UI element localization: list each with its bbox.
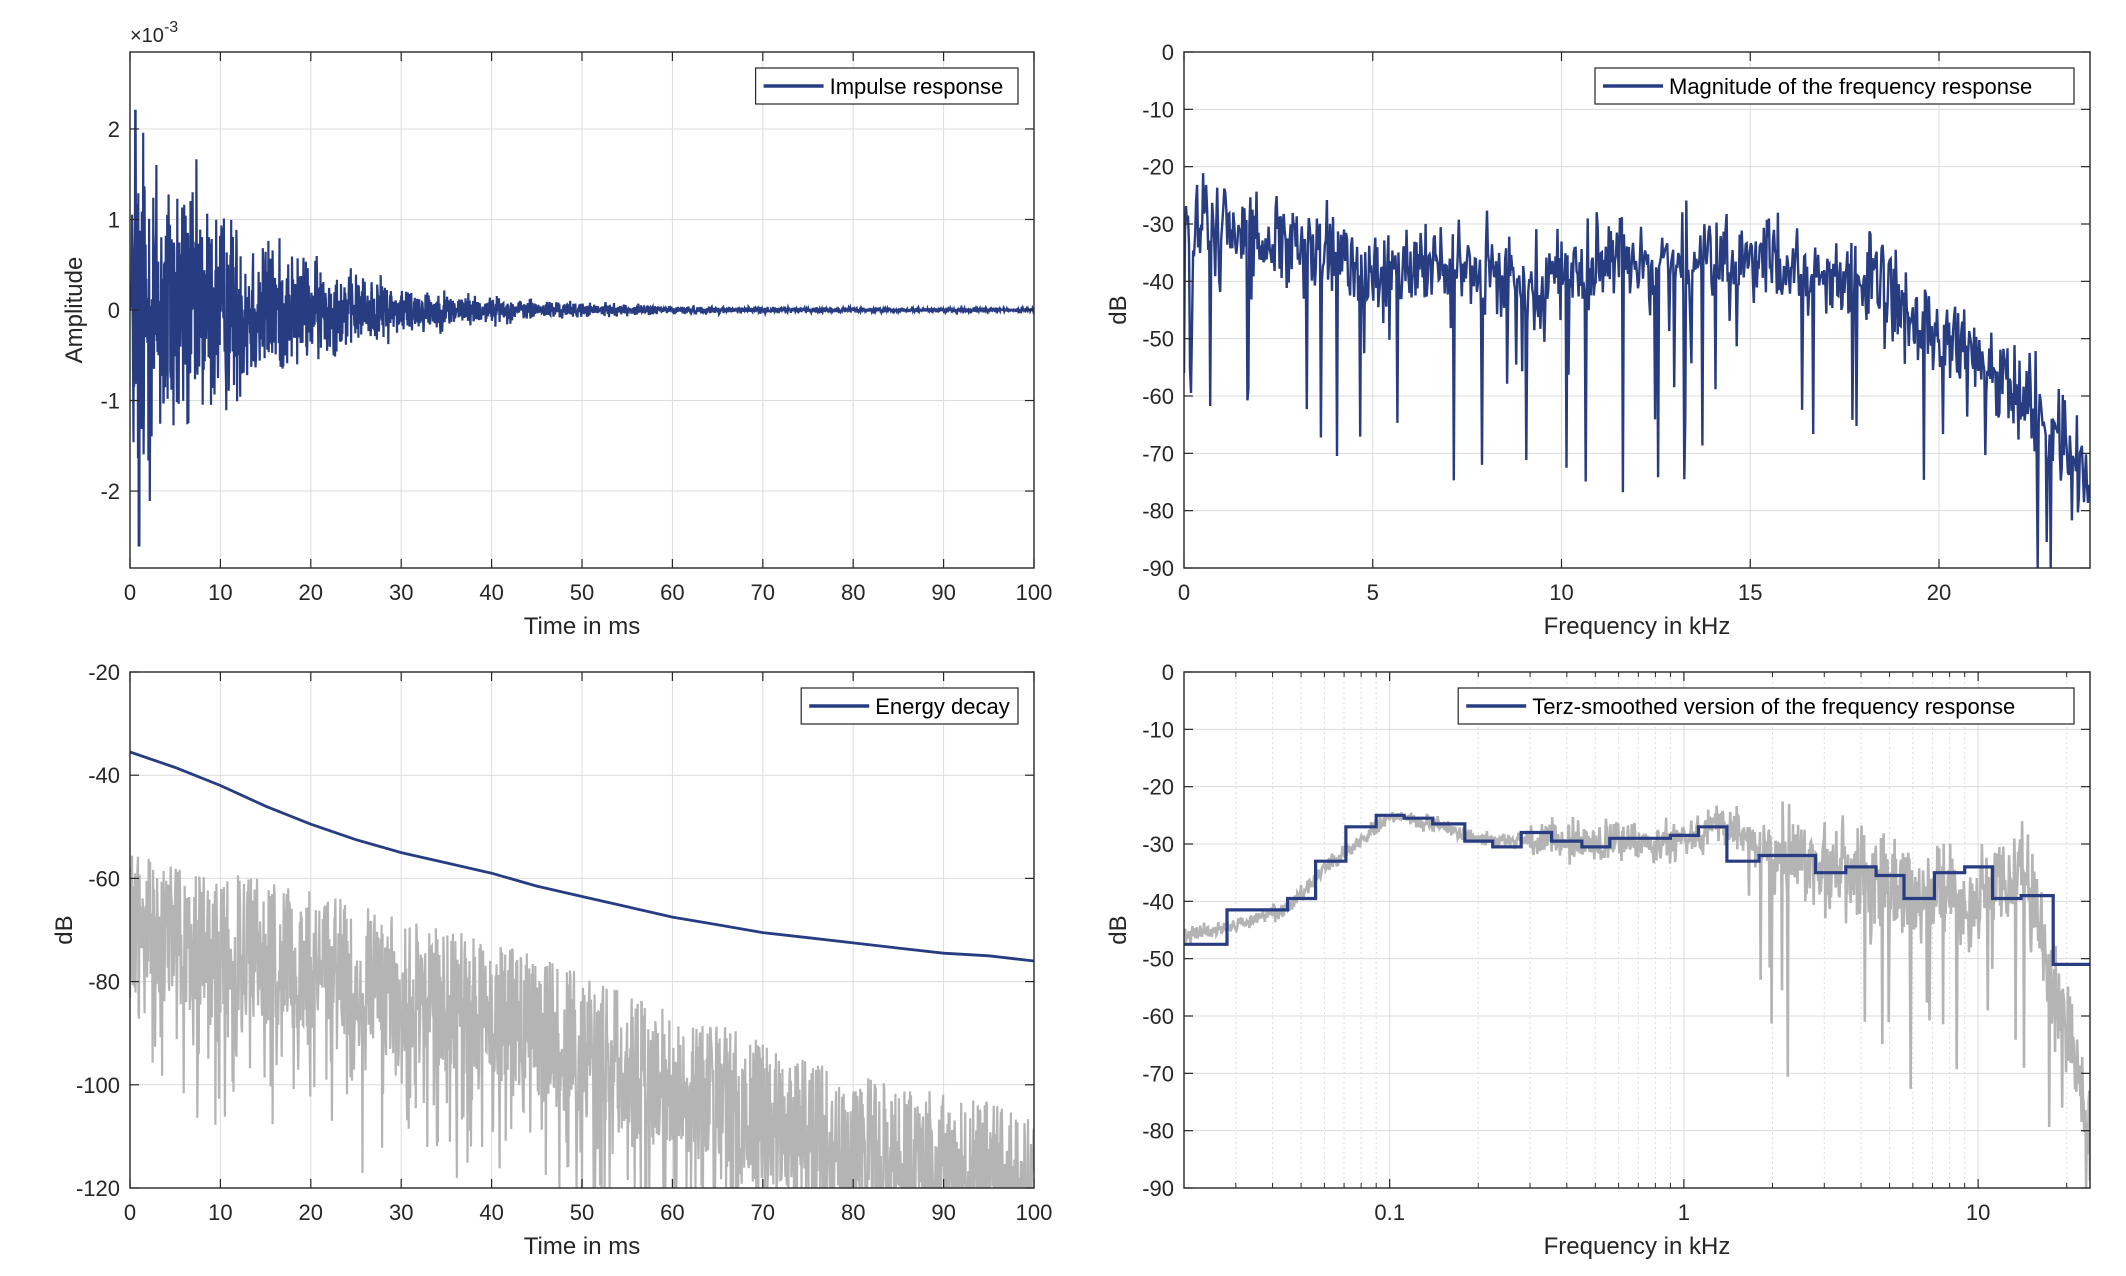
y-axis-label: dB <box>1105 295 1132 324</box>
magnitude-line <box>1184 173 2090 568</box>
y-tick-label: -20 <box>88 660 120 685</box>
axes-impulse: 0 10 20 30 40 50 60 70 80 90 100 -2 -1 0 1 2 Time in ms A… <box>61 19 1052 640</box>
axes-terz: 0.1 1 10 0 -10 -20 -30 -40 -50 -60 -70 -80 -90 Freque… <box>1105 660 2091 1260</box>
energy-gray-line <box>130 855 1034 1188</box>
x-tick-label: 1 <box>1678 1200 1690 1225</box>
x-tick-label: 80 <box>841 1200 865 1225</box>
y-tick-label: -90 <box>1142 556 1174 581</box>
x-tick-label: 60 <box>660 1200 684 1225</box>
x-axis-label: Frequency in kHz <box>1544 1233 1731 1260</box>
x-tick-label: 20 <box>1927 580 1951 605</box>
x-tick-label: 0.1 <box>1374 1200 1405 1225</box>
y-axis-label: dB <box>51 915 78 944</box>
energy-decay-line <box>130 750 1034 963</box>
x-tick-label: 0 <box>1178 580 1190 605</box>
x-tick-label: 5 <box>1367 580 1379 605</box>
x-tick-label: 90 <box>931 580 955 605</box>
legend-energy: Energy decay <box>800 687 1019 725</box>
x-tick-label: 40 <box>479 1200 503 1225</box>
y-axis-label: dB <box>1105 915 1132 944</box>
y-tick-label: -50 <box>1142 327 1174 352</box>
x-tick-label: 20 <box>299 1200 323 1225</box>
y-tick-label: -120 <box>76 1176 120 1201</box>
y-tick-label: -1 <box>100 389 120 414</box>
y-tick-label: -30 <box>1142 832 1174 857</box>
x-tick-label: 30 <box>389 1200 413 1225</box>
y-axis-label: Amplitude <box>61 257 88 364</box>
y-tick-label: -50 <box>1142 947 1174 972</box>
x-tick-label: 0 <box>124 580 136 605</box>
y-tick-label: -30 <box>1142 212 1174 237</box>
axes-box <box>1183 51 2091 569</box>
y-tick-label: -80 <box>88 970 120 995</box>
legend-label: Energy decay <box>875 694 1010 719</box>
impulse-response-line <box>130 109 1034 547</box>
legend-magnitude: Magnitude of the frequency response <box>1594 67 2075 105</box>
terz-smoothed-line <box>1184 813 2090 966</box>
x-tick-label: 15 <box>1738 580 1762 605</box>
legend-box <box>800 687 1019 725</box>
x-tick-label: 20 <box>299 580 323 605</box>
axes-energy: 0 10 20 30 40 50 60 70 80 90 100 -20 -40 -60 -80 -100 -1… <box>51 660 1052 1260</box>
y-tick-label: -10 <box>1142 717 1174 742</box>
x-tick-label: 100 <box>1016 580 1053 605</box>
exponent-power: -3 <box>164 19 178 36</box>
x-tick-label: 30 <box>389 580 413 605</box>
axes-box <box>1183 671 2091 1189</box>
y-tick-label: -60 <box>1142 1004 1174 1029</box>
x-tick-label: 0 <box>124 1200 136 1225</box>
legend-box <box>1594 67 2075 105</box>
x-axis-label: Time in ms <box>524 1233 640 1260</box>
x-axis-label: Frequency in kHz <box>1544 613 1731 640</box>
y-tick-label: -60 <box>1142 384 1174 409</box>
y-tick-label: -70 <box>1142 441 1174 466</box>
y-tick-label: -80 <box>1142 1119 1174 1144</box>
y-tick-label: -2 <box>100 479 120 504</box>
y-tick-label: 0 <box>108 298 120 323</box>
x-tick-label: 60 <box>660 580 684 605</box>
y-tick-label: -100 <box>76 1073 120 1098</box>
x-tick-label: 10 <box>1966 1200 1990 1225</box>
x-tick-label: 90 <box>931 1200 955 1225</box>
x-tick-label: 70 <box>751 1200 775 1225</box>
y-tick-label: -40 <box>88 763 120 788</box>
x-tick-label: 50 <box>570 580 594 605</box>
y-tick-label: -70 <box>1142 1061 1174 1086</box>
y-tick-label: 2 <box>108 117 120 142</box>
x-tick-label: 10 <box>1549 580 1573 605</box>
x-tick-label: 10 <box>208 580 232 605</box>
y-tick-label: -20 <box>1142 775 1174 800</box>
legend-impulse: Impulse response <box>754 67 1019 105</box>
y-tick-label: 0 <box>1162 660 1174 685</box>
legend-box <box>1457 687 2075 725</box>
y-tick-label: -40 <box>1142 269 1174 294</box>
x-axis-label: Time in ms <box>524 613 640 640</box>
y-tick-label: 0 <box>1162 40 1174 65</box>
y-tick-label: -80 <box>1142 499 1174 524</box>
x-tick-label: 80 <box>841 580 865 605</box>
x-tick-label: 100 <box>1016 1200 1053 1225</box>
legend-terz: Terz-smoothed version of the frequency r… <box>1457 687 2075 725</box>
x-tick-label: 40 <box>479 580 503 605</box>
y-tick-label: -20 <box>1142 155 1174 180</box>
legend-label: Terz-smoothed version of the frequency r… <box>1532 694 2015 719</box>
x-tick-label: 70 <box>751 580 775 605</box>
x-tick-label: 10 <box>208 1200 232 1225</box>
legend-label: Impulse response <box>830 74 1004 99</box>
y-tick-label: -40 <box>1142 889 1174 914</box>
y-tick-label: -10 <box>1142 97 1174 122</box>
axes-magnitude: 0 5 10 15 20 0 -10 -20 -30 -40 -50 -60 -70 -80 -90 Freq… <box>1105 40 2091 640</box>
y-tick-label: -90 <box>1142 1176 1174 1201</box>
legend-label: Magnitude of the frequency response <box>1669 74 2032 99</box>
y-tick-label: -60 <box>88 866 120 891</box>
x-tick-label: 50 <box>570 1200 594 1225</box>
y-tick-label: 1 <box>108 207 120 232</box>
